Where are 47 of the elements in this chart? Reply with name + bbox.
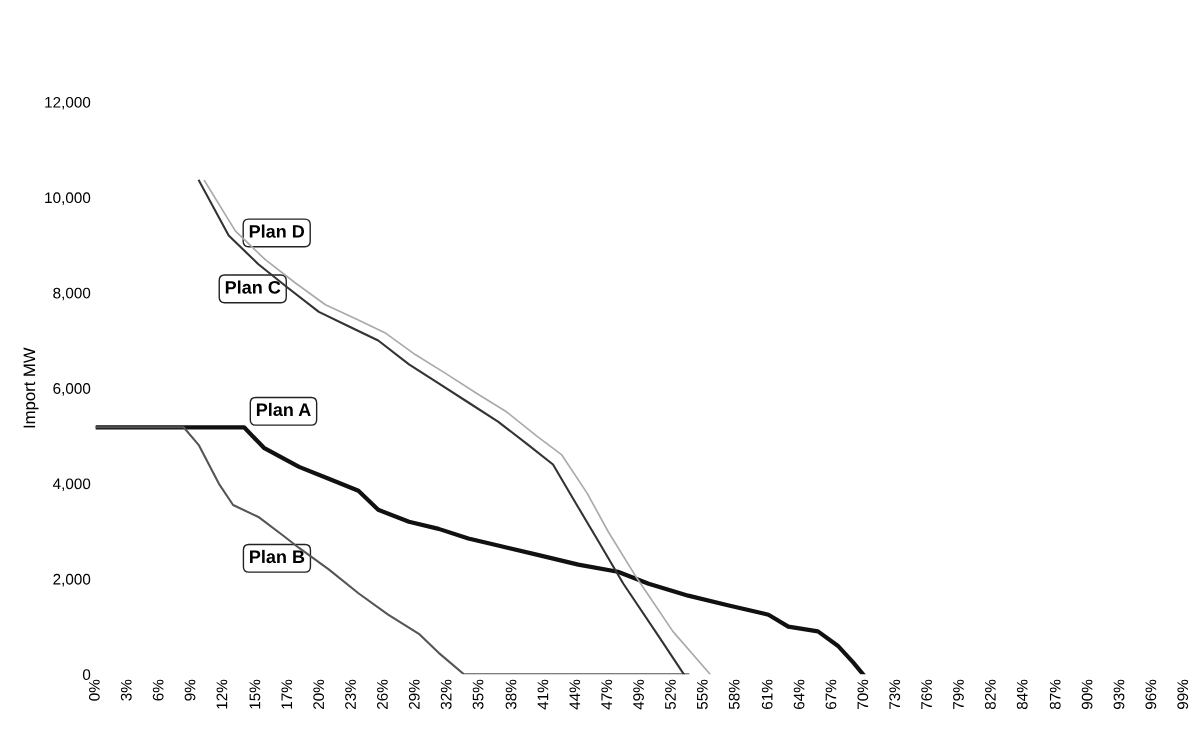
x-tick-label: 3% [120, 679, 132, 701]
x-tick-label: 12% [216, 679, 228, 709]
x-tick-label: 17% [281, 679, 293, 709]
x-tick-label: 82% [984, 679, 996, 710]
x-tick-label: 55% [696, 679, 708, 710]
x-tick-label: 96% [1145, 679, 1157, 710]
x-tick-label: 20% [313, 679, 325, 709]
x-tick-label: 99% [1177, 679, 1189, 710]
x-tick-label: 49% [633, 679, 644, 710]
x-tick-label: 61% [761, 679, 773, 709]
series-label: Plan C [225, 280, 281, 294]
x-tick-label: 64% [793, 679, 805, 709]
series-label: Plan A [256, 402, 311, 417]
y-tick-label: 12,000 [45, 96, 91, 110]
series-label: Plan B [250, 549, 305, 564]
y-tick-label: 8,000 [53, 287, 91, 301]
x-tick-label: 70% [857, 679, 869, 709]
x-tick-label: 58% [728, 679, 740, 710]
x-tick-label: 41% [537, 679, 549, 710]
x-tick-label: 26% [376, 679, 388, 709]
x-tick-label: 29% [408, 679, 420, 709]
series-label: Plan D [249, 224, 305, 238]
y-tick-label: 4,000 [52, 478, 91, 492]
x-tick-label: 47% [601, 679, 613, 710]
y-tick-label: 6,000 [53, 383, 91, 396]
y-tick-label: 10,000 [45, 192, 91, 205]
x-tick-label: 15% [249, 679, 261, 709]
x-tick-label: 38% [505, 679, 517, 710]
x-tick-label: 90% [1081, 679, 1093, 710]
x-tick-label: 23% [345, 679, 356, 709]
x-tick-label: 32% [440, 679, 452, 710]
x-tick-label: 87% [1049, 679, 1061, 710]
x-tick-label: 35% [472, 679, 484, 710]
x-tick-label: 79% [953, 679, 964, 709]
x-tick-label: 0% [88, 679, 100, 701]
y-axis-title: Import MW [23, 347, 39, 428]
y-tick-label: 2,000 [53, 573, 91, 587]
x-tick-label: 76% [921, 679, 932, 709]
x-tick-label: 93% [1113, 679, 1125, 710]
x-tick-label: 67% [825, 679, 837, 709]
x-tick-label: 9% [184, 679, 196, 701]
x-tick-label: 44% [569, 679, 581, 710]
x-tick-label: 73% [889, 679, 901, 709]
x-tick-label: 6% [152, 679, 164, 701]
x-tick-label: 84% [1016, 679, 1028, 710]
y-tick-label: 0 [82, 669, 91, 681]
x-tick-label: 52% [665, 679, 676, 710]
